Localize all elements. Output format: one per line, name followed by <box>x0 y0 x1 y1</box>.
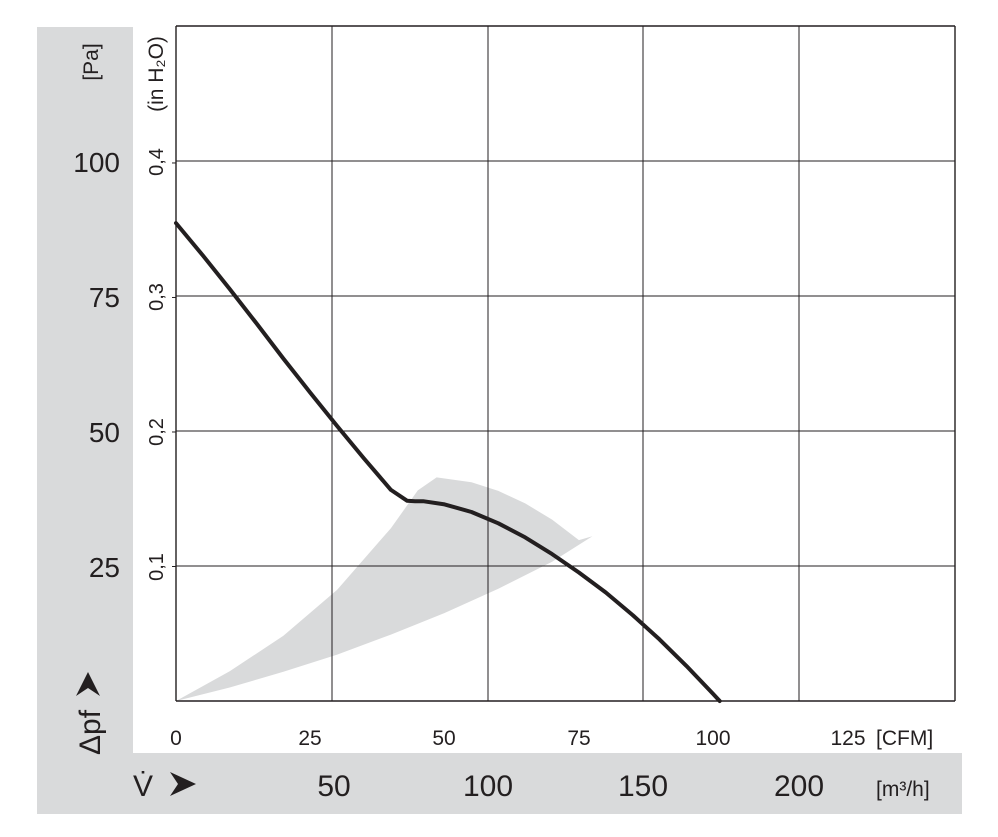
y-tick-inh2o: 0,3 <box>146 283 168 311</box>
x-tick-m3h: 150 <box>618 770 668 803</box>
y-axis-band <box>37 27 133 761</box>
x-axis-arrow-icon <box>170 772 196 796</box>
x-tick-m3h: 50 <box>317 770 350 803</box>
grid-layer <box>172 25 956 702</box>
x-tick-m3h: 200 <box>774 770 824 803</box>
y-axis-inh2o-ticks: 0,1 0,2 0,3 0,4 <box>146 148 168 581</box>
performance-curve <box>174 221 722 703</box>
plot-area <box>176 26 955 701</box>
x-tick-cfm: 100 <box>695 727 730 750</box>
y-tick-pa: 25 <box>89 552 120 583</box>
y-tick-inh2o: 0,1 <box>146 553 168 581</box>
y-tick-inh2o: 0,2 <box>146 418 168 446</box>
y-axis-symbol-group: Δpf <box>74 672 107 755</box>
y-tick-inh2o: 0,4 <box>146 148 168 176</box>
y-axis-arrow-icon <box>76 672 100 696</box>
x-tick-m3h: 100 <box>463 770 513 803</box>
x-tick-cfm: 0 <box>170 727 182 750</box>
curve-layer <box>174 221 722 703</box>
x-tick-cfm: 25 <box>298 727 321 750</box>
y-tick-pa: 75 <box>89 282 120 313</box>
x-tick-cfm: 125 <box>830 727 865 750</box>
y-axis-inh2o-unit: (in H₂O) <box>145 36 168 112</box>
y-tick-pa: 50 <box>89 417 120 448</box>
x-axis-cfm-unit: [CFM] <box>876 727 933 750</box>
x-axis-symbol: V̇ <box>133 770 153 803</box>
y-axis-symbol: Δpf <box>74 709 107 755</box>
y-axis-pa-ticks: 25 50 75 100 <box>73 147 120 583</box>
x-tick-cfm: 75 <box>567 727 590 750</box>
x-axis-m3h-unit: [m³/h] <box>876 778 930 801</box>
x-axis-symbol-group: V̇ <box>133 770 196 803</box>
x-axis-m3h-ticks: 50 100 150 200 <box>317 770 824 803</box>
y-axis-pa-unit: [Pa] <box>80 43 103 80</box>
x-tick-cfm: 50 <box>432 727 455 750</box>
x-axis-cfm-ticks: 0 25 50 75 100 125 <box>170 727 865 750</box>
y-tick-pa: 100 <box>73 147 120 178</box>
